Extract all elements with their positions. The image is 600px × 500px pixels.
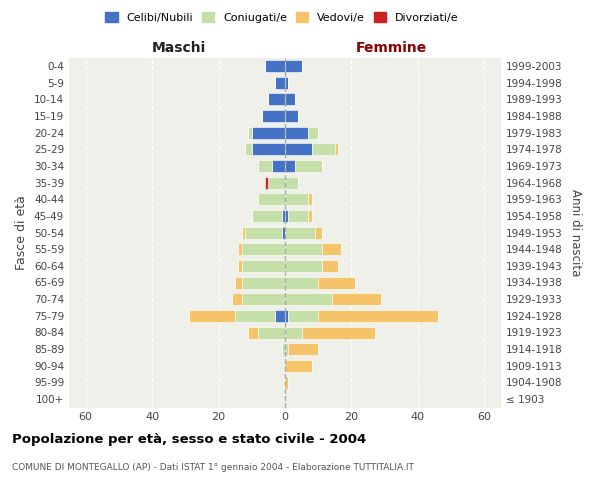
- Bar: [289, 210, 308, 222]
- Bar: [245, 143, 252, 155]
- Bar: [285, 160, 295, 172]
- Bar: [242, 226, 245, 238]
- Text: COMUNE DI MONTEGALLO (AP) - Dati ISTAT 1° gennaio 2004 - Elaborazione TUTTITALIA: COMUNE DI MONTEGALLO (AP) - Dati ISTAT 1…: [12, 462, 414, 471]
- Bar: [252, 143, 285, 155]
- Bar: [335, 143, 338, 155]
- Bar: [285, 360, 311, 372]
- Bar: [285, 293, 332, 305]
- Y-axis label: Anni di nascita: Anni di nascita: [569, 189, 582, 276]
- Bar: [259, 326, 285, 338]
- Bar: [235, 276, 242, 288]
- Bar: [311, 143, 335, 155]
- Bar: [238, 260, 242, 272]
- Bar: [232, 293, 242, 305]
- Bar: [275, 76, 285, 88]
- Bar: [285, 210, 289, 222]
- Text: Femmine: Femmine: [356, 41, 427, 55]
- Bar: [308, 126, 318, 138]
- Bar: [285, 276, 318, 288]
- Bar: [248, 126, 252, 138]
- Bar: [242, 260, 285, 272]
- Bar: [322, 243, 341, 255]
- Bar: [285, 110, 298, 122]
- Bar: [281, 210, 285, 222]
- Bar: [238, 243, 242, 255]
- Bar: [281, 343, 285, 355]
- Bar: [318, 310, 438, 322]
- Bar: [285, 143, 311, 155]
- Bar: [285, 93, 295, 105]
- Bar: [275, 310, 285, 322]
- Bar: [285, 243, 322, 255]
- Bar: [265, 60, 285, 72]
- Bar: [332, 293, 382, 305]
- Bar: [268, 93, 285, 105]
- Bar: [268, 176, 285, 188]
- Y-axis label: Fasce di età: Fasce di età: [16, 195, 28, 270]
- Bar: [248, 326, 259, 338]
- Bar: [289, 343, 318, 355]
- Text: Maschi: Maschi: [152, 41, 206, 55]
- Bar: [285, 343, 289, 355]
- Bar: [308, 210, 311, 222]
- Bar: [259, 193, 285, 205]
- Bar: [242, 243, 285, 255]
- Bar: [259, 160, 272, 172]
- Bar: [285, 326, 302, 338]
- Legend: Celibi/Nubili, Coniugati/e, Vedovi/e, Divorziati/e: Celibi/Nubili, Coniugati/e, Vedovi/e, Di…: [101, 8, 463, 28]
- Bar: [242, 293, 285, 305]
- Bar: [285, 376, 289, 388]
- Bar: [285, 226, 315, 238]
- Bar: [308, 193, 311, 205]
- Bar: [295, 160, 322, 172]
- Bar: [245, 226, 281, 238]
- Bar: [272, 160, 285, 172]
- Bar: [289, 310, 318, 322]
- Bar: [302, 326, 375, 338]
- Bar: [252, 126, 285, 138]
- Text: Popolazione per età, sesso e stato civile - 2004: Popolazione per età, sesso e stato civil…: [12, 432, 366, 446]
- Bar: [252, 210, 281, 222]
- Bar: [265, 176, 268, 188]
- Bar: [285, 126, 308, 138]
- Bar: [318, 276, 355, 288]
- Bar: [285, 260, 322, 272]
- Bar: [281, 226, 285, 238]
- Bar: [242, 276, 285, 288]
- Bar: [285, 60, 302, 72]
- Bar: [235, 310, 275, 322]
- Bar: [262, 110, 285, 122]
- Bar: [188, 310, 235, 322]
- Bar: [322, 260, 338, 272]
- Bar: [285, 76, 289, 88]
- Bar: [285, 310, 289, 322]
- Bar: [285, 176, 298, 188]
- Bar: [285, 193, 308, 205]
- Bar: [315, 226, 322, 238]
